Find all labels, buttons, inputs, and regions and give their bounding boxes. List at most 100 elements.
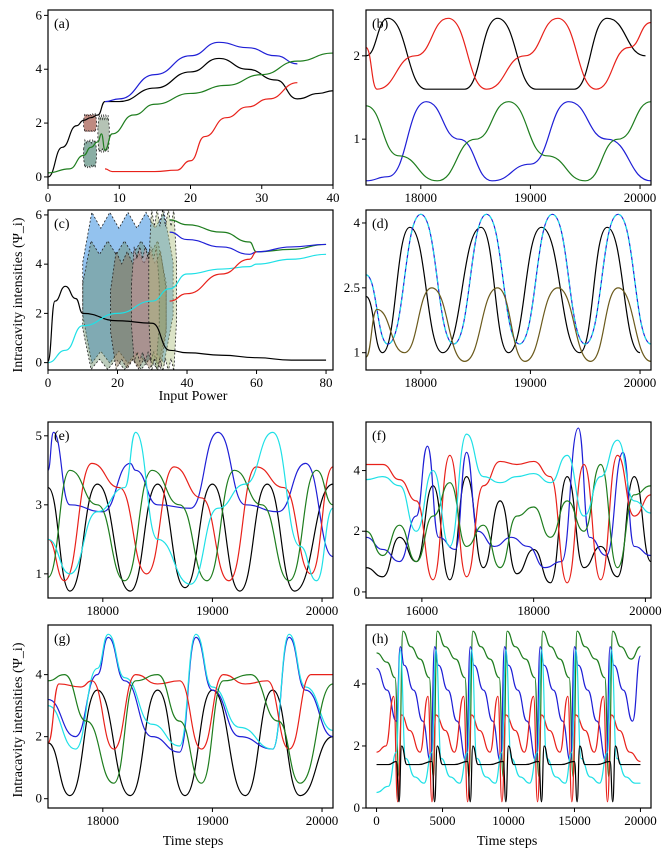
xtick-label-e: 18000 [87, 603, 120, 618]
panel-label-e: (e) [54, 429, 70, 444]
series-line-h-black [376, 745, 641, 803]
panel-label-f: (f) [372, 429, 386, 444]
series-line-a-black [48, 57, 333, 178]
panel-label-a: (a) [54, 17, 70, 32]
xlabel-time-left: Time steps [163, 834, 224, 849]
ytick-label-d: 1 [354, 345, 361, 360]
series-line-a-red [104, 82, 298, 173]
series-line-a-green [48, 52, 333, 174]
series-line-g-cyan [48, 633, 333, 750]
frame-e [47, 421, 334, 599]
ytick-label-f: 4 [354, 463, 361, 478]
frame-f [365, 421, 652, 599]
ytick-label-d: 2.5 [344, 280, 360, 295]
xtick-label-b: 18000 [405, 190, 438, 205]
xtick-label-a: 0 [45, 190, 52, 205]
frame-b [365, 9, 652, 186]
series-line-c-red [169, 251, 257, 302]
xtick-label-d: 18000 [405, 375, 438, 390]
ytick-label-b: 1 [354, 131, 361, 146]
ytick-label-d: 4 [354, 215, 361, 230]
band-c-1 [82, 239, 167, 370]
ytick-label-g: 2 [36, 729, 43, 744]
series-line-d-cyan [366, 213, 651, 345]
band-c-0 [82, 211, 174, 365]
xtick-label-h: 15000 [558, 813, 591, 828]
band-c-3 [131, 246, 160, 363]
xtick-label-b: 20000 [624, 190, 657, 205]
ytick-label-c: 2 [36, 305, 43, 320]
series-line-g-black [48, 689, 333, 797]
xtick-label-f: 18000 [517, 603, 550, 618]
band-a-0 [83, 112, 97, 133]
series-line-c-green [169, 219, 327, 253]
panel-e: 18000 19000 20000 1 3 5 (e) [36, 421, 339, 618]
series-line-h-red [376, 695, 641, 803]
ytick-label-h: 0 [354, 800, 361, 815]
xtick-label-e: 20000 [306, 603, 339, 618]
series-line-e-cyan [48, 431, 333, 585]
series-line-e-blue [48, 431, 333, 558]
ytick-label-h: 4 [354, 676, 361, 691]
series-line-f-green [366, 463, 651, 569]
ytick-label-h: 2 [354, 738, 361, 753]
band-a-1 [83, 138, 97, 169]
panel-a: 0 10 20 30 40 0 2 4 6 (a) [36, 7, 340, 205]
panel-f: 16000 18000 20000 0 2 4 (f) [354, 421, 662, 618]
xtick-label-c: 40 [181, 375, 194, 390]
ytick-label-g: 4 [36, 667, 43, 682]
xtick-label-h: 20000 [624, 813, 657, 828]
xtick-label-d: 20000 [624, 375, 657, 390]
ytick-label-f: 2 [354, 523, 361, 538]
series-line-h-cyan [376, 649, 641, 794]
series-line-f-red [366, 454, 651, 584]
panel-label-c: (c) [54, 217, 70, 232]
ytick-label-e: 3 [36, 497, 43, 512]
series-line-e-red [48, 462, 333, 582]
panel-label-b: (b) [372, 17, 389, 32]
series-line-b-red [366, 17, 651, 90]
ytick-label-e: 1 [36, 566, 43, 581]
xtick-label-a: 10 [113, 190, 126, 205]
series-line-c-blue [169, 231, 327, 255]
xtick-label-c: 80 [320, 375, 333, 390]
xtick-label-a: 30 [255, 190, 268, 205]
frame-c [47, 209, 334, 371]
xtick-label-h: 0 [373, 813, 380, 828]
xlabel-time-right: Time steps [477, 834, 538, 849]
series-line-d-black [366, 226, 641, 354]
xtick-label-g: 18000 [87, 813, 120, 828]
series-line-f-cyan [366, 433, 651, 548]
xtick-label-h: 5000 [430, 813, 456, 828]
xlabel-input-power: Input Power [159, 389, 228, 404]
xtick-label-e: 19000 [196, 603, 229, 618]
ytick-label-b: 2 [354, 48, 361, 63]
panel-d: 18000 19000 20000 1 2.5 4 (d) [344, 209, 657, 390]
ytick-label-e: 5 [36, 428, 43, 443]
ytick-label-a: 4 [36, 61, 43, 76]
xtick-label-h: 10000 [492, 813, 525, 828]
panel-g: 18000 19000 20000 0 2 4 (g) [36, 624, 338, 828]
panel-c: 0 20 40 60 80 0 2 4 6 (c) [36, 207, 334, 390]
xtick-label-c: 0 [45, 375, 52, 390]
xtick-label-c: 60 [250, 375, 263, 390]
ytick-label-a: 6 [36, 7, 43, 22]
series-line-b-blue [366, 101, 651, 182]
panel-label-h: (h) [372, 632, 389, 647]
series-line-b-green [366, 101, 651, 182]
series-line-a-blue [104, 41, 298, 103]
ytick-label-f: 0 [354, 584, 361, 599]
frame-d [365, 209, 652, 371]
panel-label-d: (d) [372, 217, 389, 232]
series-line-g-red [48, 674, 333, 750]
xtick-label-f: 20000 [629, 603, 662, 618]
panel-b: 18000 19000 20000 1 2 (b) [354, 9, 657, 205]
xtick-label-f: 16000 [406, 603, 439, 618]
band-c-4 [148, 210, 177, 370]
ytick-label-c: 0 [36, 355, 43, 370]
series-line-c-cyan [48, 253, 327, 364]
panel-label-g: (g) [54, 632, 71, 647]
series-line-e-green [48, 469, 333, 582]
